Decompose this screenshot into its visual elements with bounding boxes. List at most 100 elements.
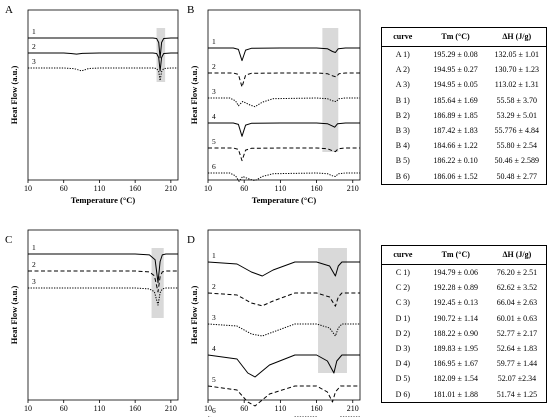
curve-label-1: 1 xyxy=(212,37,216,46)
x-tick-label: 210 xyxy=(165,184,177,193)
plot-frame xyxy=(27,9,179,181)
cell-dh: 60.01 ± 0.63 xyxy=(496,313,538,323)
x-tick-label: 160 xyxy=(129,184,141,193)
curve-label-1: 1 xyxy=(212,251,216,260)
table-row: D 6) 181.01 ± 1.88 51.74 ± 1.25 xyxy=(382,387,546,402)
cell-curve: D 2) xyxy=(395,328,411,338)
curve-label-2: 2 xyxy=(32,42,36,51)
table-row: A 3) 194.95 ± 0.05 113.02 ± 1.31 xyxy=(382,77,546,92)
cell-dh: 130.70 ± 1.23 xyxy=(494,65,539,75)
cell-dh: 50.48 ± 2.77 xyxy=(496,171,537,181)
table-row: D 1) 190.72 ± 1.14 60.01 ± 0.63 xyxy=(382,311,546,326)
x-axis-title: Temperature (°C) xyxy=(71,415,136,417)
x-tick-label: 60 xyxy=(240,184,248,193)
table-row: C 3) 192.45 ± 0.13 66.04 ± 2.63 xyxy=(382,295,546,310)
cell-dh: 66.04 ± 2.63 xyxy=(496,298,538,308)
header-dh: ΔH (J/g) xyxy=(487,28,546,47)
melting-region-shade xyxy=(151,248,164,318)
x-tick-label: 10 xyxy=(204,404,212,413)
series-1-line xyxy=(28,37,178,59)
curve-label-3: 3 xyxy=(212,313,216,322)
cell-curve: D 5) xyxy=(395,374,411,384)
x-tick-label: 60 xyxy=(240,404,248,413)
thermal-table-bottom: curve Tm (°C) ΔH (J/g) C 1) 194.79 ± 0.06… xyxy=(381,245,547,403)
curve-label-1: 1 xyxy=(32,243,36,252)
header-curve: curve xyxy=(382,246,424,265)
table-row: A 1) 195.29 ± 0.08 132.05 ± 1.01 xyxy=(382,47,546,63)
series-1-line xyxy=(28,253,178,283)
curve-label-4: 4 xyxy=(212,344,216,353)
curve-label-1: 1 xyxy=(32,27,36,36)
header-curve: curve xyxy=(382,28,424,47)
panel-label-a: A xyxy=(5,4,13,16)
series-4-line xyxy=(207,354,360,378)
series-5-line xyxy=(207,385,360,407)
cell-tm: 189.83 ± 1.95 xyxy=(433,344,478,354)
cell-tm: 194.79 ± 0.06 xyxy=(433,268,478,277)
cell-dh: 52.07 ±2.34 xyxy=(497,374,537,384)
table-row: C 2) 192.28 ± 0.89 62.62 ± 3.52 xyxy=(382,280,546,295)
cell-dh: 51.74 ± 1.25 xyxy=(496,389,538,399)
cell-dh: 55.80 ± 2.54 xyxy=(496,141,537,151)
curve-label-2: 2 xyxy=(32,260,36,269)
panel-label-d: D xyxy=(187,234,195,246)
cell-curve: C 2) xyxy=(395,283,410,293)
table-row: D 5) 182.09 ± 1.54 52.07 ±2.34 xyxy=(382,371,546,386)
cell-curve: A 2) xyxy=(395,65,410,75)
table-row: B 6) 186.06 ± 1.52 50.48 ± 2.77 xyxy=(382,169,546,184)
curve-label-3: 3 xyxy=(212,87,216,96)
cell-dh: 53.29 ± 5.01 xyxy=(496,110,537,120)
table-row: D 4) 186.95 ± 1.67 59.77 ± 1.44 xyxy=(382,356,546,371)
cell-curve: D 3) xyxy=(395,344,411,354)
table-row: A 2) 194.95 ± 0.27 130.70 ± 1.23 xyxy=(382,62,546,77)
cell-curve: B 5) xyxy=(395,156,410,166)
cell-tm: 186.89 ± 1.85 xyxy=(433,110,478,120)
cell-tm: 194.95 ± 0.27 xyxy=(433,65,478,75)
curve-label-6: 6 xyxy=(212,406,216,415)
x-tick-label: 10 xyxy=(204,184,212,193)
x-tick-label: 160 xyxy=(311,404,323,413)
panel-d xyxy=(207,229,361,417)
cell-tm: 195.29 ± 0.08 xyxy=(433,50,478,59)
x-tick-label: 160 xyxy=(311,184,323,193)
cell-dh: 52.77 ± 2.17 xyxy=(496,328,538,338)
table-row: D 3) 189.83 ± 1.95 52.64 ± 1.83 xyxy=(382,341,546,356)
x-tick-label: 110 xyxy=(275,184,287,193)
cell-curve: D 1) xyxy=(395,313,411,323)
curve-label-3: 3 xyxy=(32,57,36,66)
x-tick-label: 110 xyxy=(275,404,287,413)
plot-frame xyxy=(207,229,361,401)
cell-curve: A 1) xyxy=(395,50,410,59)
series-6-line xyxy=(208,172,360,182)
y-axis-title: Heat Flow (a.u.) xyxy=(9,66,19,125)
table-row: B 4) 184.66 ± 1.22 55.80 ± 2.54 xyxy=(382,138,546,153)
cell-tm: 188.22 ± 0.90 xyxy=(433,328,478,338)
x-tick-label: 210 xyxy=(165,404,177,413)
header-tm: Tm (°C) xyxy=(423,246,488,265)
cell-tm: 192.45 ± 0.13 xyxy=(433,298,478,308)
x-tick-label: 60 xyxy=(60,184,68,193)
series-5-line xyxy=(208,147,360,162)
series-4-line xyxy=(208,122,360,137)
series-1-line xyxy=(208,47,360,62)
series-3-line xyxy=(208,97,360,108)
cell-tm: 194.95 ± 0.05 xyxy=(433,80,478,90)
cell-curve: B 3) xyxy=(395,126,410,136)
series-2-line xyxy=(28,52,178,72)
curve-label-6: 6 xyxy=(212,162,216,171)
cell-curve: B 4) xyxy=(395,141,410,151)
x-tick-label: 60 xyxy=(60,404,68,413)
plot-frame xyxy=(27,229,179,401)
cell-tm: 185.64 ± 1.69 xyxy=(433,95,478,105)
series-2-line xyxy=(207,292,360,307)
cell-curve: C 1) xyxy=(395,268,410,277)
x-axis-title: Temperature (°C) xyxy=(71,195,136,205)
x-tick-label: 10 xyxy=(24,404,32,413)
y-axis-title: Heat Flow (a.u.) xyxy=(189,66,199,125)
curve-label-5: 5 xyxy=(212,137,216,146)
thermal-table-top: curve Tm (°C) ΔH (J/g) A 1) 195.29 ± 0.08… xyxy=(381,27,547,185)
table-header-row: curve Tm (°C) ΔH (J/g) xyxy=(382,28,546,47)
panel-c xyxy=(27,229,179,403)
curve-label-3: 3 xyxy=(32,277,36,286)
curve-label-4: 4 xyxy=(212,112,216,121)
